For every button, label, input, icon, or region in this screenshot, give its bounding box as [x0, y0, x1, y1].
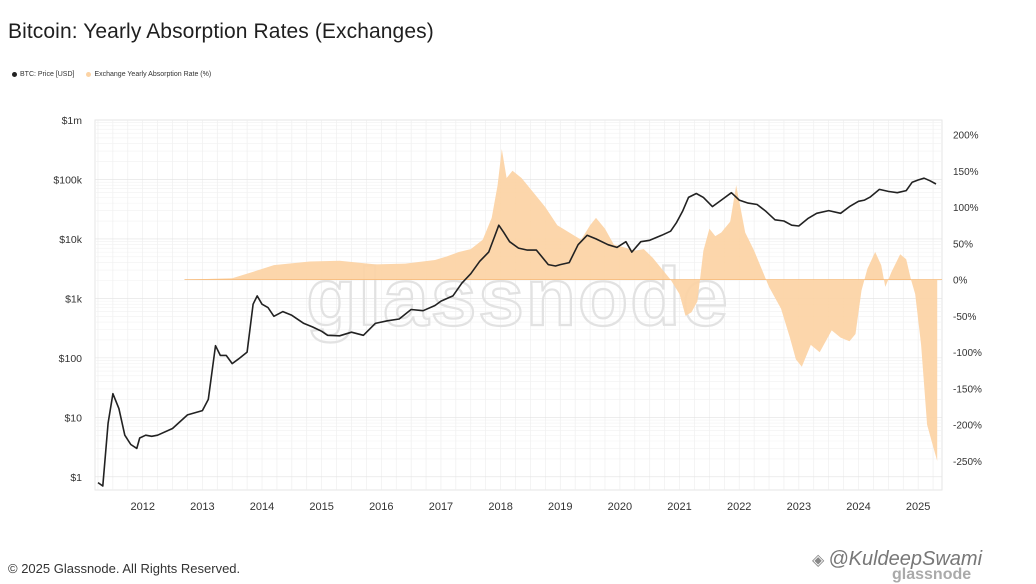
btc-price-line — [97, 177, 937, 487]
x-tick-label: 2020 — [608, 501, 632, 513]
y-right-tick-label: -250% — [953, 457, 982, 468]
x-tick-label: 2019 — [548, 501, 572, 513]
y-left-tick-label: $100k — [53, 174, 82, 186]
legend-label-price: BTC: Price [USD] — [20, 71, 75, 78]
legend-label-absorption: Exchange Yearly Absorption Rate (%) — [94, 71, 212, 78]
y-left-tick-label: $1 — [70, 472, 82, 484]
y-right-tick-label: 50% — [953, 239, 973, 250]
y-right-tick-label: 100% — [953, 203, 979, 214]
page-title: Bitcoin: Yearly Absorption Rates (Exchan… — [8, 20, 434, 43]
author-handle: ◈ @KuldeepSwami — [812, 548, 982, 571]
absorption-rate-area — [184, 149, 938, 461]
y-right-tick-label: -200% — [953, 421, 982, 432]
y-right-tick-label: -50% — [953, 312, 976, 323]
y-left-tick-label: $100 — [59, 353, 83, 365]
diamond-logo-icon: ◈ — [812, 551, 825, 569]
y-left-tick-label: $10k — [59, 234, 83, 246]
y-left-tick-label: $10 — [64, 412, 82, 424]
y-right-tick-label: 200% — [953, 131, 979, 142]
absorption-legend-dot-icon — [86, 72, 92, 77]
x-tick-label: 2018 — [488, 501, 512, 513]
x-tick-label: 2021 — [667, 501, 691, 513]
x-tick-label: 2013 — [190, 501, 214, 513]
x-tick-label: 2016 — [369, 501, 393, 513]
x-tick-label: 2015 — [309, 501, 333, 513]
legend-item-absorption[interactable]: Exchange Yearly Absorption Rate (%) — [86, 71, 211, 78]
y-right-tick-label: 150% — [953, 167, 979, 178]
y-right-tick-label: -150% — [953, 384, 982, 395]
legend-item-price[interactable]: BTC: Price [USD] — [12, 71, 74, 78]
x-tick-label: 2024 — [846, 501, 870, 513]
x-tick-label: 2014 — [250, 501, 274, 513]
x-tick-label: 2012 — [130, 501, 154, 513]
x-tick-label: 2025 — [906, 501, 930, 513]
chart-legend: BTC: Price [USD] Exchange Yearly Absorpt… — [12, 71, 211, 78]
x-tick-label: 2023 — [787, 501, 811, 513]
x-tick-label: 2022 — [727, 501, 751, 513]
y-right-tick-label: 0% — [953, 276, 968, 287]
brand-watermark-small: glassnode — [892, 566, 972, 583]
author-handle-text: @KuldeepSwami — [828, 548, 983, 570]
x-tick-label: 2017 — [429, 501, 453, 513]
price-legend-dot-icon — [12, 72, 17, 77]
y-right-tick-label: -100% — [953, 348, 982, 359]
y-left-tick-label: $1k — [65, 293, 83, 305]
y-left-tick-label: $1m — [62, 115, 83, 127]
copyright-text: © 2025 Glassnode. All Rights Reserved. — [8, 561, 241, 576]
